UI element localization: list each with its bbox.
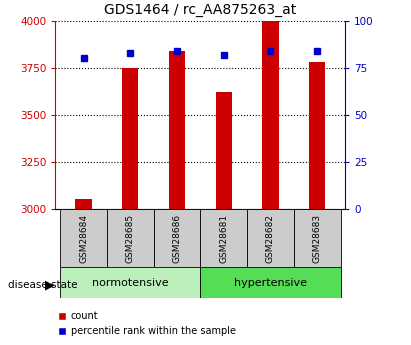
Bar <box>309 62 326 209</box>
FancyBboxPatch shape <box>60 267 201 298</box>
FancyBboxPatch shape <box>201 209 247 267</box>
FancyBboxPatch shape <box>247 209 294 267</box>
Bar <box>122 68 139 209</box>
FancyBboxPatch shape <box>154 209 201 267</box>
Text: GSM28682: GSM28682 <box>266 214 275 263</box>
Text: ▶: ▶ <box>45 278 54 291</box>
Bar <box>169 51 185 209</box>
Text: normotensive: normotensive <box>92 278 169 288</box>
Text: GSM28684: GSM28684 <box>79 214 88 263</box>
FancyBboxPatch shape <box>294 209 341 267</box>
Bar <box>262 21 279 209</box>
Legend: count, percentile rank within the sample: count, percentile rank within the sample <box>54 307 240 340</box>
FancyBboxPatch shape <box>201 267 341 298</box>
Text: GSM28685: GSM28685 <box>126 214 135 263</box>
Bar <box>75 199 92 209</box>
Text: hypertensive: hypertensive <box>234 278 307 288</box>
Bar <box>215 92 232 209</box>
Text: GSM28686: GSM28686 <box>173 214 182 263</box>
FancyBboxPatch shape <box>60 209 107 267</box>
Text: GSM28683: GSM28683 <box>313 214 322 263</box>
Title: GDS1464 / rc_AA875263_at: GDS1464 / rc_AA875263_at <box>104 3 296 17</box>
Text: GSM28681: GSM28681 <box>219 214 228 263</box>
FancyBboxPatch shape <box>107 209 154 267</box>
Text: disease state: disease state <box>8 280 78 289</box>
